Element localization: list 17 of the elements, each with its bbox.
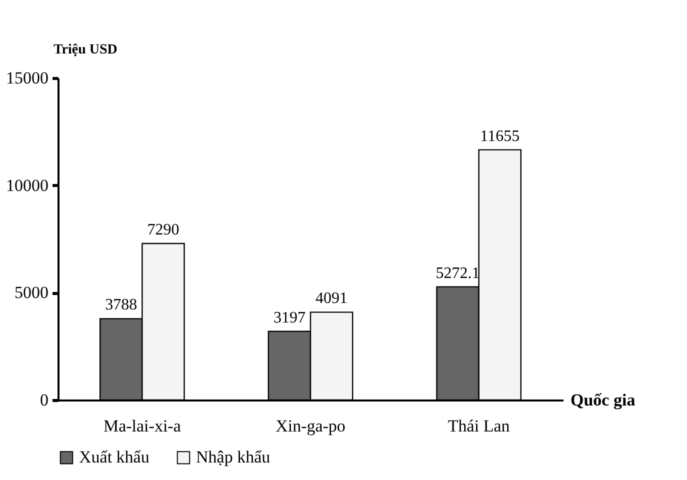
data-label: 7290 <box>147 222 180 239</box>
data-label: 11655 <box>480 128 520 145</box>
y-tick-label: 5000 <box>14 283 48 302</box>
data-label: 5272.1 <box>436 264 480 282</box>
x-tick-label: Ma-lai-xi-a <box>103 416 182 436</box>
y-tick-label: 0 <box>40 390 48 410</box>
x-tick-label: Xin-ga-po <box>276 416 346 436</box>
x-axis-title: Quốc gia <box>570 390 636 410</box>
y-tick-label: 10000 <box>6 176 48 195</box>
y-axis-title: Triệu USD <box>54 42 118 58</box>
data-label: 3197 <box>273 309 306 326</box>
x-tick-label: Thái Lan <box>448 416 510 436</box>
data-label: 3788 <box>105 296 138 314</box>
legend-label: Xuất khẩu <box>79 448 150 467</box>
legend-label: Nhập khẩu <box>196 448 271 467</box>
data-label: 4091 <box>316 290 348 308</box>
y-tick-label: 15000 <box>6 68 48 88</box>
